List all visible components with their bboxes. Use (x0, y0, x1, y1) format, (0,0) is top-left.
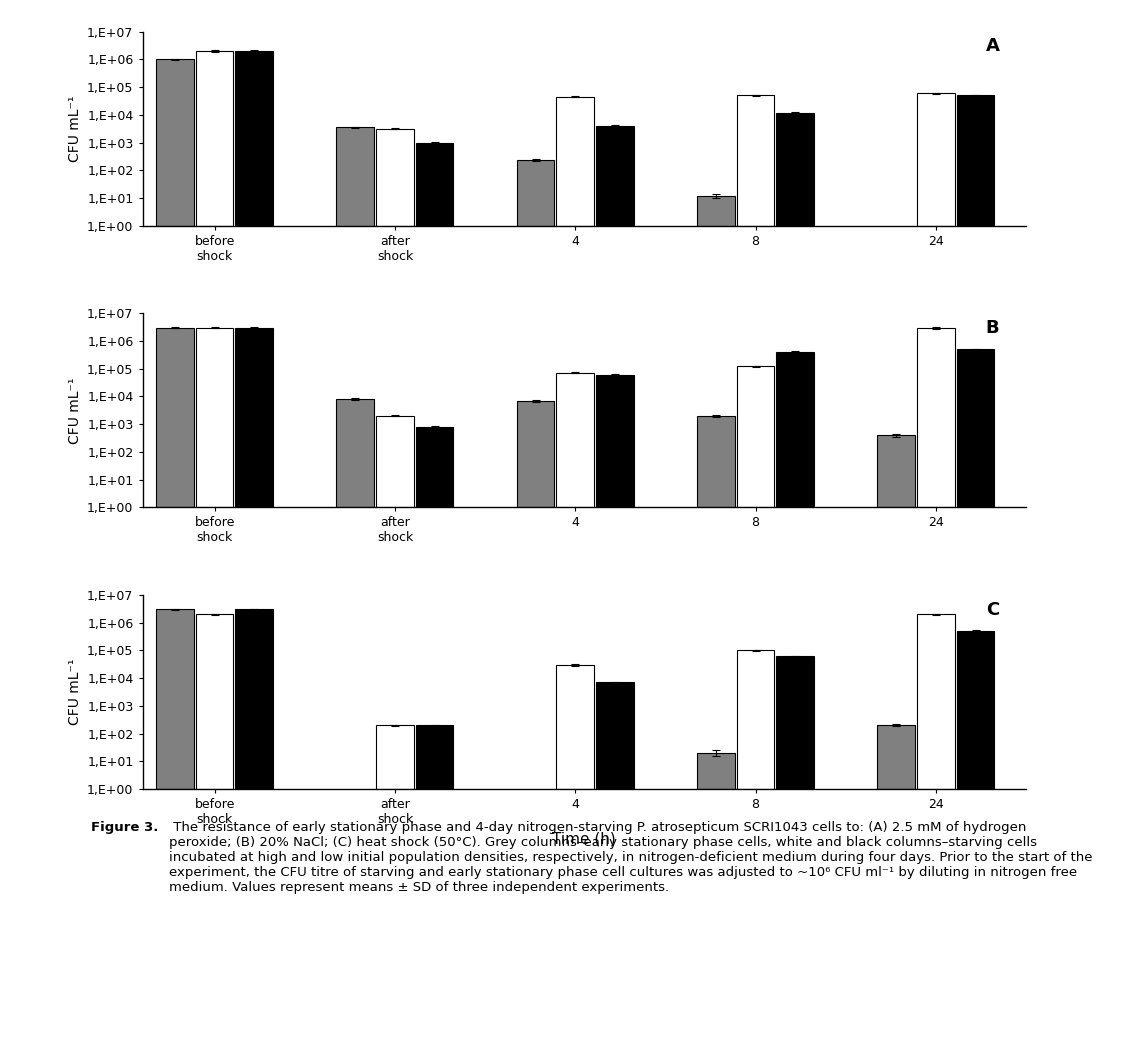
Bar (596, 375, 634, 507)
Bar (917, 614, 954, 789)
Bar (956, 96, 994, 226)
Y-axis label: CFU mL⁻¹: CFU mL⁻¹ (67, 96, 82, 162)
Bar (776, 113, 814, 226)
Bar (196, 327, 234, 507)
Y-axis label: CFU mL⁻¹: CFU mL⁻¹ (67, 659, 82, 725)
Bar (878, 436, 915, 507)
Bar (736, 96, 774, 226)
Bar (776, 656, 814, 789)
Bar (917, 94, 954, 226)
Bar (956, 631, 994, 789)
Y-axis label: CFU mL⁻¹: CFU mL⁻¹ (67, 377, 82, 444)
Bar (516, 160, 554, 226)
Bar (236, 327, 274, 507)
Text: The resistance of early stationary phase and 4-day nitrogen-starving P. atrosept: The resistance of early stationary phase… (169, 821, 1092, 893)
Bar (516, 401, 554, 507)
Bar (156, 59, 194, 226)
Bar (416, 725, 454, 789)
Bar (697, 416, 734, 507)
Bar (596, 683, 634, 789)
Bar (697, 196, 734, 226)
Bar (956, 349, 994, 507)
Text: Figure 3.: Figure 3. (91, 821, 158, 833)
Bar (556, 665, 594, 789)
Bar (556, 97, 594, 226)
Text: A: A (986, 38, 1000, 56)
Bar (917, 327, 954, 507)
Bar (736, 650, 774, 789)
Bar (376, 128, 414, 226)
Bar (376, 416, 414, 507)
Bar (416, 142, 454, 226)
Bar (556, 373, 594, 507)
Bar (596, 126, 634, 226)
Bar (236, 50, 274, 226)
Bar (336, 127, 374, 226)
X-axis label: Time (h): Time (h) (553, 831, 616, 847)
Bar (416, 427, 454, 507)
Bar (336, 399, 374, 507)
Bar (376, 725, 414, 789)
Bar (196, 50, 234, 226)
Bar (878, 725, 915, 789)
Text: C: C (986, 601, 1000, 619)
Bar (156, 327, 194, 507)
Text: B: B (986, 319, 1000, 337)
Bar (736, 366, 774, 507)
Bar (776, 352, 814, 507)
Bar (236, 609, 274, 789)
Bar (697, 753, 734, 789)
Bar (156, 609, 194, 789)
Bar (196, 614, 234, 789)
